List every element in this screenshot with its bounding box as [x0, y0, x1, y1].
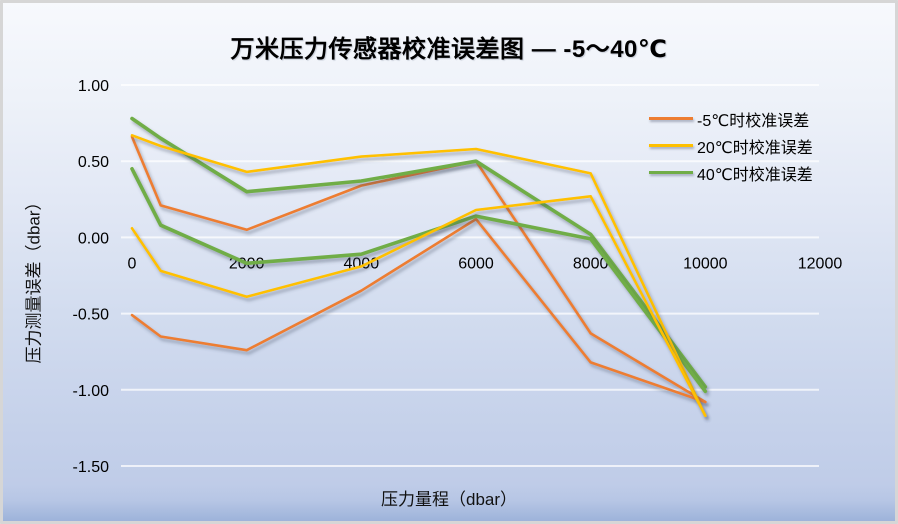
x-axis-tick-labels: 0 2000 4000 6000 8000 10000 12000 — [128, 255, 843, 272]
x-tick-label: 8000 — [573, 255, 609, 272]
y-tick-label: -1.00 — [73, 383, 110, 400]
legend-item-minus5c: -5℃时校准误差 — [649, 109, 813, 130]
y-tick-label: 0.50 — [78, 154, 109, 171]
series-line--5℃时校准误差-run2 — [130, 217, 707, 404]
series-line-40℃时校准误差-run2 — [130, 167, 708, 394]
y-axis-title: 压力测量误差（dbar） — [24, 193, 44, 364]
legend-item-40c: 40℃时校准误差 — [649, 163, 813, 184]
legend-line-swatch-20c — [649, 144, 693, 147]
gridlines — [121, 84, 819, 467]
legend-label-40c: 40℃时校准误差 — [697, 166, 813, 184]
y-tick-label: -1.50 — [73, 459, 110, 476]
series-line-20℃时校准误差-run1 — [130, 134, 707, 418]
chart-title: 万米压力传感器校准误差图 — -5～40℃ — [230, 36, 668, 63]
series-line--5℃时校准误差-run1 — [130, 135, 707, 404]
y-tick-label: -0.50 — [73, 307, 110, 324]
x-tick-label: 10000 — [683, 255, 728, 272]
x-tick-label: 0 — [128, 255, 137, 272]
x-axis-title: 压力量程（dbar） — [380, 490, 518, 509]
x-tick-label: 6000 — [458, 255, 494, 272]
data-series-lines — [130, 116, 708, 418]
plot-area: 1.000.500.00-0.50-1.00-1.50 0 2000 4000 600… — [73, 78, 843, 476]
legend-label-20c: 20℃时校准误差 — [697, 139, 813, 157]
legend: -5℃时校准误差 20℃时校准误差 40℃时校准误差 — [649, 109, 813, 184]
legend-label-minus5c: -5℃时校准误差 — [697, 112, 810, 130]
series-line-40℃时校准误差-run1 — [130, 116, 708, 389]
y-axis-tick-labels: 1.00 0.50 0.00 -0.50 -1.00 -1.50 — [73, 78, 110, 476]
legend-line-swatch-minus5c — [649, 117, 693, 120]
legend-item-20c: 20℃时校准误差 — [649, 136, 813, 157]
legend-line-swatch-40c — [649, 171, 693, 174]
y-tick-label: 0.00 — [78, 230, 109, 247]
y-tick-label: 1.00 — [78, 78, 109, 95]
series-line-20℃时校准误差-run2 — [130, 195, 707, 418]
x-tick-label: 12000 — [798, 255, 843, 272]
